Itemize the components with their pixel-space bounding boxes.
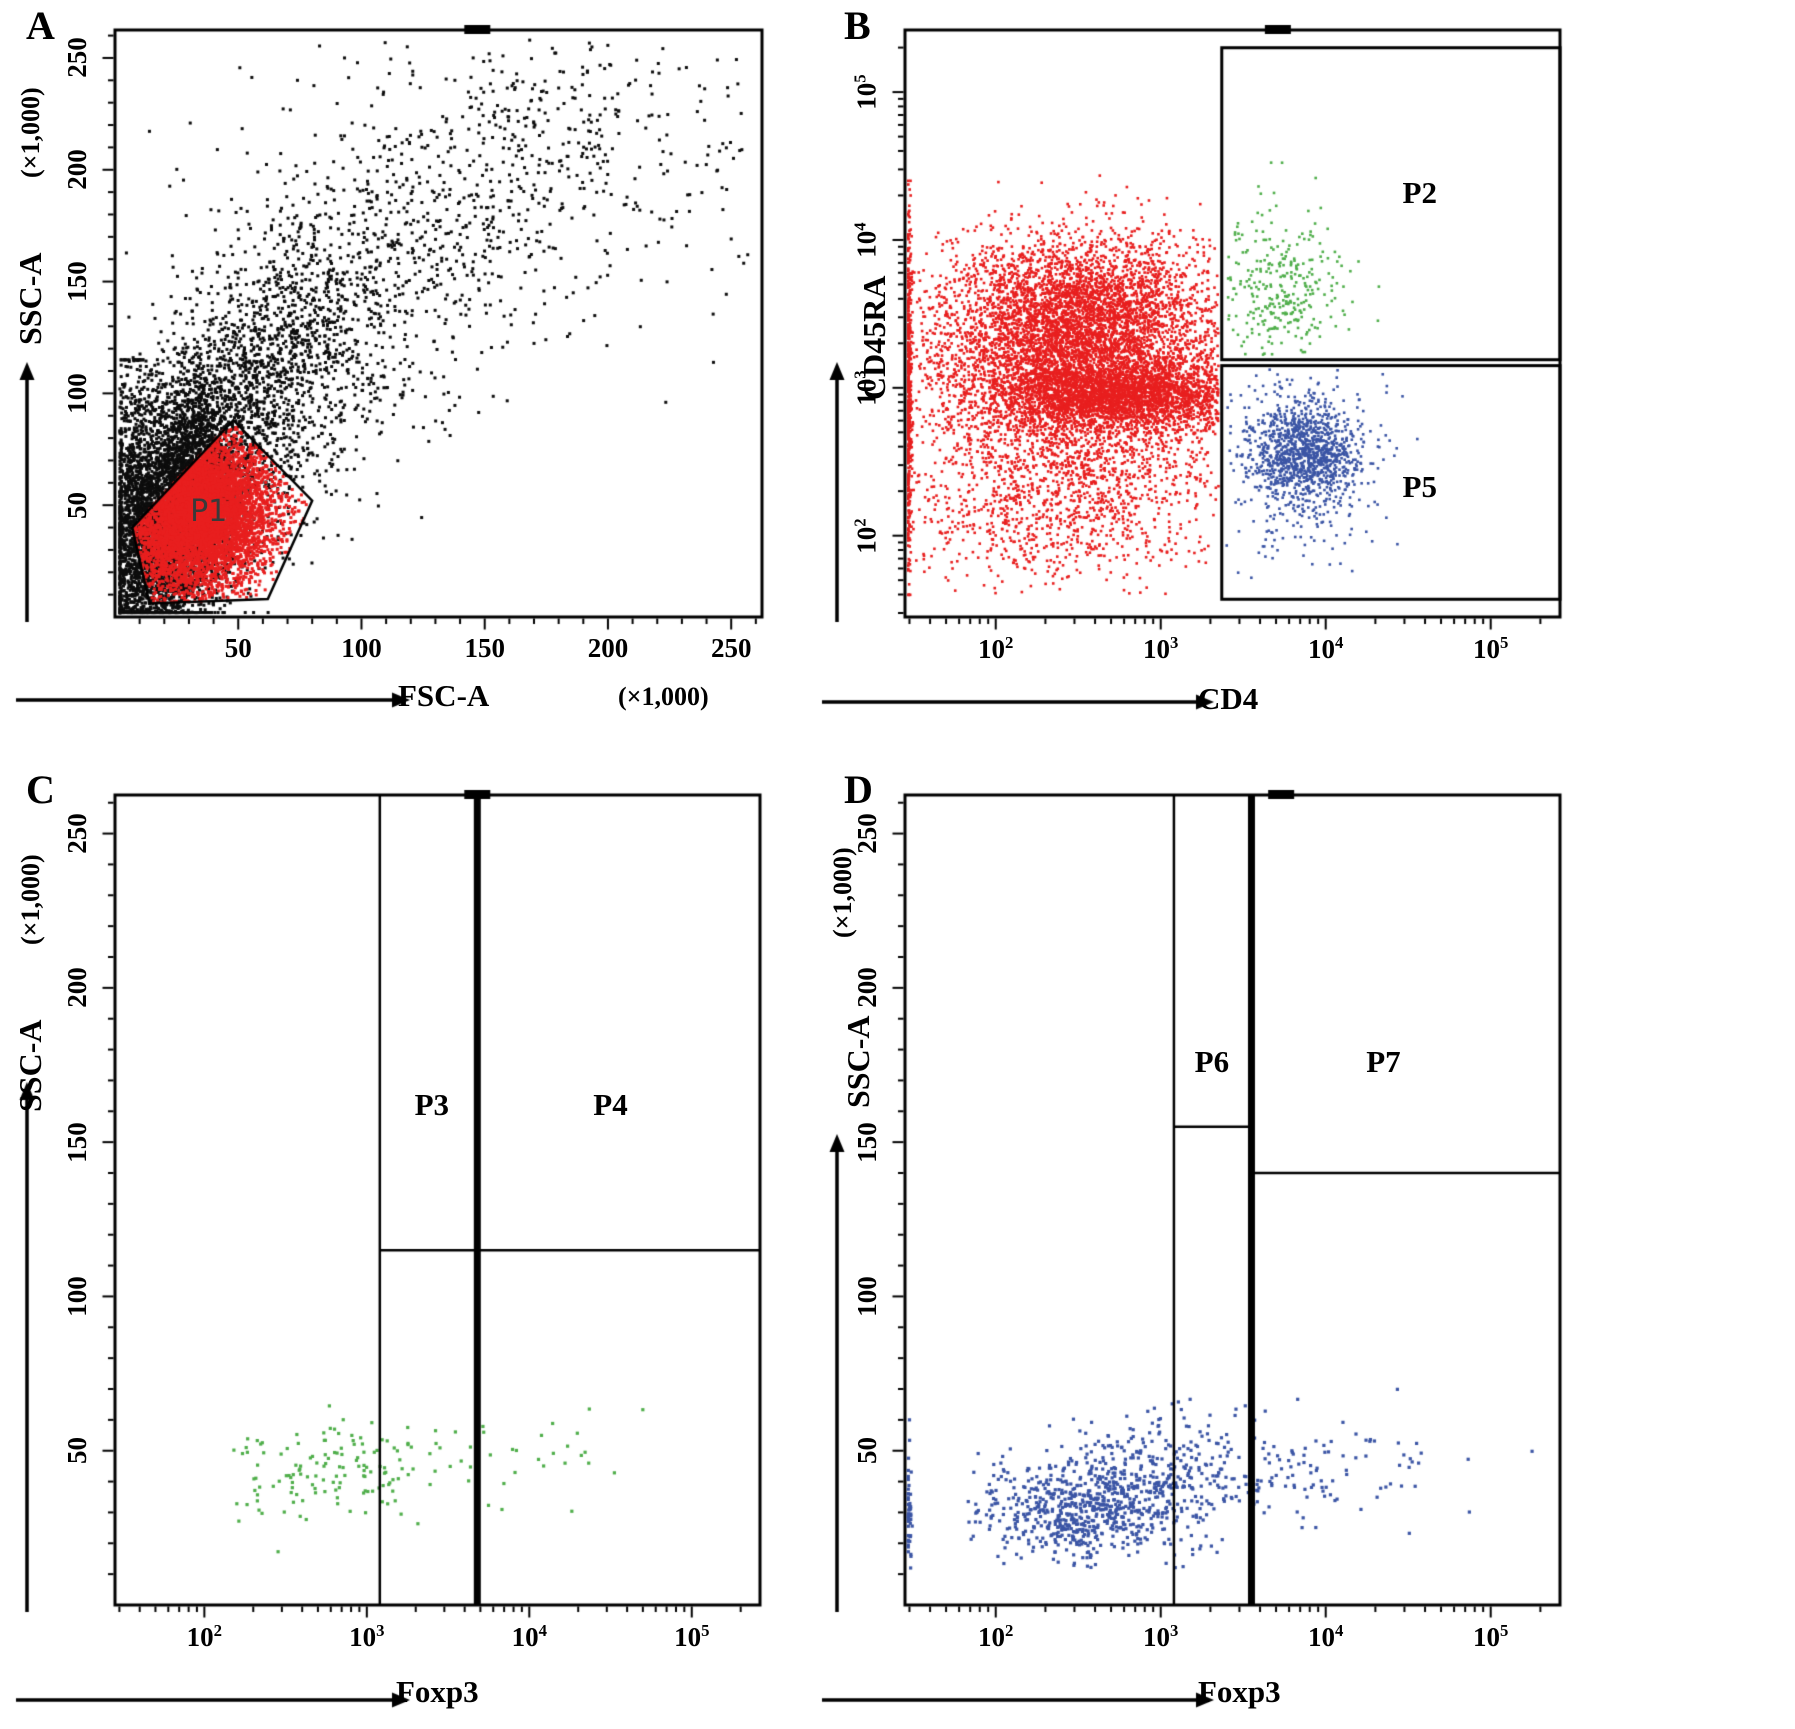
- panel-a-x-tick-label: 100: [341, 633, 382, 663]
- panel-d-y-tick-label: 50: [825, 1437, 909, 1465]
- panel-d-y-tick-text: 50: [851, 1437, 882, 1465]
- panel-b-y-tick-label: 105: [825, 74, 909, 109]
- panel-c-y-tick-text: 200: [61, 967, 92, 1009]
- gate-label-p1: P1: [190, 493, 228, 529]
- panel-b-x-axis-label: CD4: [1198, 681, 1259, 716]
- panel-a-x-axis-unit: (×1,000): [618, 682, 709, 711]
- panel-d-x-axis-label: Foxp3: [1198, 1674, 1281, 1709]
- panel-c-x-tick-label: 103: [349, 1621, 385, 1652]
- panel-a-y-tick-label: 150: [35, 261, 119, 302]
- panel-b-x-tick-label: 104: [1308, 633, 1344, 664]
- panel-b-y-tick-label: 104: [825, 222, 909, 257]
- panel-b-x-tick-label: 102: [978, 633, 1014, 664]
- panel-c-y-tick-label: 150: [35, 1122, 119, 1163]
- panel-letter-a: A: [26, 3, 55, 48]
- panel-a-y-tick-label: 250: [35, 38, 119, 79]
- gate-label-p5: P5: [1402, 468, 1437, 504]
- panel-b-x-tick-label: 103: [1143, 633, 1179, 664]
- panel-d-y-tick-text: 200: [851, 967, 882, 1009]
- panel-letter-b: B: [844, 3, 871, 48]
- panel-c-x-tick-label: 102: [186, 1621, 223, 1652]
- panel-d-y-tick-text: 100: [851, 1276, 882, 1317]
- gate-label-p7: P7: [1366, 1043, 1401, 1079]
- panel-d-x-tick-label: 105: [1473, 1621, 1509, 1652]
- panel-c-x-axis-label: Foxp3: [396, 1674, 479, 1709]
- panel-c-y-tick-label: 50: [35, 1437, 119, 1465]
- panel-c-x-tick-label: 104: [511, 1621, 547, 1652]
- panel-a-x-tick-label: 250: [710, 633, 752, 663]
- panel-a-y-tick-label: 50: [35, 491, 119, 519]
- panel-a-y-tick-text: 250: [61, 37, 92, 79]
- panel-a-y-tick-label: 100: [35, 373, 119, 414]
- panel-d-x-tick-label: 102: [978, 1621, 1014, 1652]
- panel-b-y-tick-text: 104: [851, 222, 882, 258]
- panel-c-y-tick-text: 150: [61, 1121, 92, 1163]
- gate-label-p3: P3: [414, 1087, 450, 1123]
- panel-b-y-tick-text: 103: [851, 370, 882, 406]
- panel-c-y-axis-unit: (×1,000): [16, 854, 45, 945]
- panel-d-y-tick-text: 250: [851, 813, 882, 854]
- panel-c-y-tick-text: 250: [61, 813, 92, 854]
- panel-a-y-tick-label: 200: [35, 150, 119, 191]
- panel-c-y-tick-label: 250: [35, 813, 119, 854]
- panel-d-y-axis-label: SSC-A: [840, 1015, 876, 1108]
- panel-d-y-axis-unit: (×1,000): [828, 847, 857, 938]
- panel-a-y-tick-text: 100: [61, 373, 92, 414]
- panel-d-y-tick-text: 150: [851, 1121, 882, 1163]
- panel-d-x-tick-label: 104: [1308, 1621, 1344, 1652]
- panel-a-y-tick-text: 200: [61, 149, 92, 191]
- panel-d-y-tick-label: 150: [825, 1122, 909, 1163]
- gate-label-p2: P2: [1402, 174, 1437, 210]
- panel-c-y-tick-label: 200: [35, 968, 119, 1009]
- panel-a-y-tick-text: 50: [61, 491, 92, 519]
- panel-a-y-tick-text: 150: [61, 261, 92, 302]
- panel-c-x-tick-label: 105: [674, 1621, 710, 1652]
- panel-a-x-axis-label: FSC-A: [398, 678, 490, 713]
- panel-b-y-tick-label: 103: [825, 370, 909, 405]
- panel-letter-d: D: [844, 767, 873, 812]
- panel-letter-c: C: [26, 767, 55, 812]
- panel-a-x-tick-label: 150: [464, 633, 505, 663]
- panel-d-y-tick-label: 250: [825, 813, 909, 854]
- panel-d-x-tick-label: 103: [1143, 1621, 1179, 1652]
- panel-a-x-tick-label: 50: [224, 633, 252, 663]
- panel-a-x-tick-label: 200: [587, 633, 629, 663]
- panel-c-y-tick-text: 100: [61, 1276, 92, 1317]
- panel-b-x-tick-label: 105: [1473, 633, 1509, 664]
- panel-b-y-tick-label: 102: [825, 518, 909, 553]
- panel-d-y-tick-label: 100: [825, 1276, 909, 1317]
- panel-a-y-axis-label: SSC-A: [12, 252, 48, 345]
- panel-c-y-axis-label: SSC-A: [12, 1019, 48, 1112]
- gate-label-p4: P4: [593, 1087, 628, 1123]
- panel-c-y-tick-text: 50: [61, 1437, 92, 1465]
- panel-b-y-tick-text: 102: [851, 517, 882, 554]
- panel-c-y-tick-label: 100: [35, 1276, 119, 1317]
- panel-b-y-tick-text: 105: [851, 74, 882, 110]
- gate-label-p6: P6: [1194, 1043, 1230, 1079]
- panel-d-y-tick-label: 200: [825, 968, 909, 1009]
